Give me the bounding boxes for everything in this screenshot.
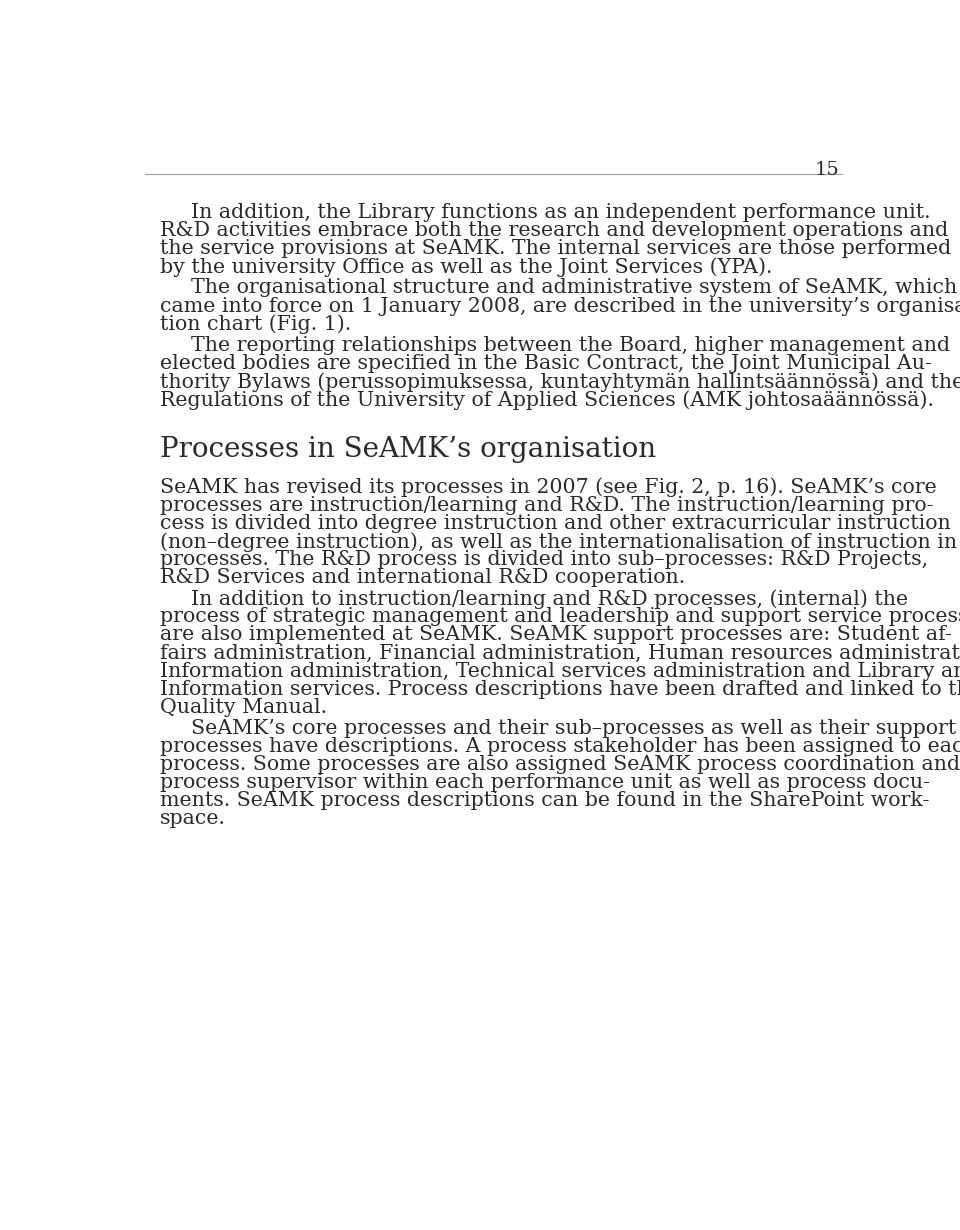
Text: space.: space. [160,809,227,829]
Text: In addition, the Library functions as an independent performance unit.: In addition, the Library functions as an… [191,203,931,223]
Text: thority Bylaws (perussopimuksessa, kuntayhtymän hallintsäännössä) and the: thority Bylaws (perussopimuksessa, kunta… [160,371,960,391]
Text: the service provisions at SeAMK. The internal services are those performed: the service provisions at SeAMK. The int… [160,239,951,258]
Text: tion chart (Fig. 1).: tion chart (Fig. 1). [160,315,351,335]
Text: Information administration, Technical services administration and Library and: Information administration, Technical se… [160,662,960,680]
Text: elected bodies are specified in the Basic Contract, the Joint Municipal Au-: elected bodies are specified in the Basi… [160,354,932,373]
Text: Regulations of the University of Applied Sciences (AMK johtosaäännössä).: Regulations of the University of Applied… [160,390,934,410]
Text: Information services. Process descriptions have been drafted and linked to the: Information services. Process descriptio… [160,680,960,699]
Text: by the university Office as well as the Joint Services (YPA).: by the university Office as well as the … [160,257,773,277]
Text: R&D Services and international R&D cooperation.: R&D Services and international R&D coope… [160,568,685,587]
Text: R&D activities embrace both the research and development operations and: R&D activities embrace both the research… [160,221,948,240]
Text: process supervisor within each performance unit as well as process docu-: process supervisor within each performan… [160,774,930,792]
Text: The reporting relationships between the Board, higher management and: The reporting relationships between the … [191,336,950,355]
Text: fairs administration, Financial administration, Human resources administration,: fairs administration, Financial administ… [160,643,960,663]
Text: process. Some processes are also assigned SeAMK process coordination and a: process. Some processes are also assigne… [160,755,960,774]
Text: SeAMK’s core processes and their sub–processes as well as their support: SeAMK’s core processes and their sub–pro… [191,720,956,738]
Text: processes are instruction/learning and R&D. The instruction/learning pro-: processes are instruction/learning and R… [160,496,934,514]
Text: In addition to instruction/learning and R&D processes, (internal) the: In addition to instruction/learning and … [191,589,908,609]
Text: (non–degree instruction), as well as the internationalisation of instruction in: (non–degree instruction), as well as the… [160,531,957,551]
Text: cess is divided into degree instruction and other extracurricular instruction: cess is divided into degree instruction … [160,514,951,533]
Text: 15: 15 [814,161,839,180]
Text: SeAMK has revised its processes in 2007 (see Fig. 2, p. 16). SeAMK’s core: SeAMK has revised its processes in 2007 … [160,477,937,497]
Text: processes. The R&D process is divided into sub–processes: R&D Projects,: processes. The R&D process is divided in… [160,550,928,569]
Text: are also implemented at SeAMK. SeAMK support processes are: Student af-: are also implemented at SeAMK. SeAMK sup… [160,625,952,645]
Text: Processes in SeAMK’s organisation: Processes in SeAMK’s organisation [160,435,657,462]
Text: ments. SeAMK process descriptions can be found in the SharePoint work-: ments. SeAMK process descriptions can be… [160,791,929,811]
Text: process of strategic management and leadership and support service processes: process of strategic management and lead… [160,608,960,626]
Text: Quality Manual.: Quality Manual. [160,697,327,717]
Text: The organisational structure and administrative system of SeAMK, which: The organisational structure and adminis… [191,278,957,298]
Text: came into force on 1 January 2008, are described in the university’s organisa-: came into force on 1 January 2008, are d… [160,296,960,316]
Text: processes have descriptions. A process stakeholder has been assigned to each: processes have descriptions. A process s… [160,737,960,756]
